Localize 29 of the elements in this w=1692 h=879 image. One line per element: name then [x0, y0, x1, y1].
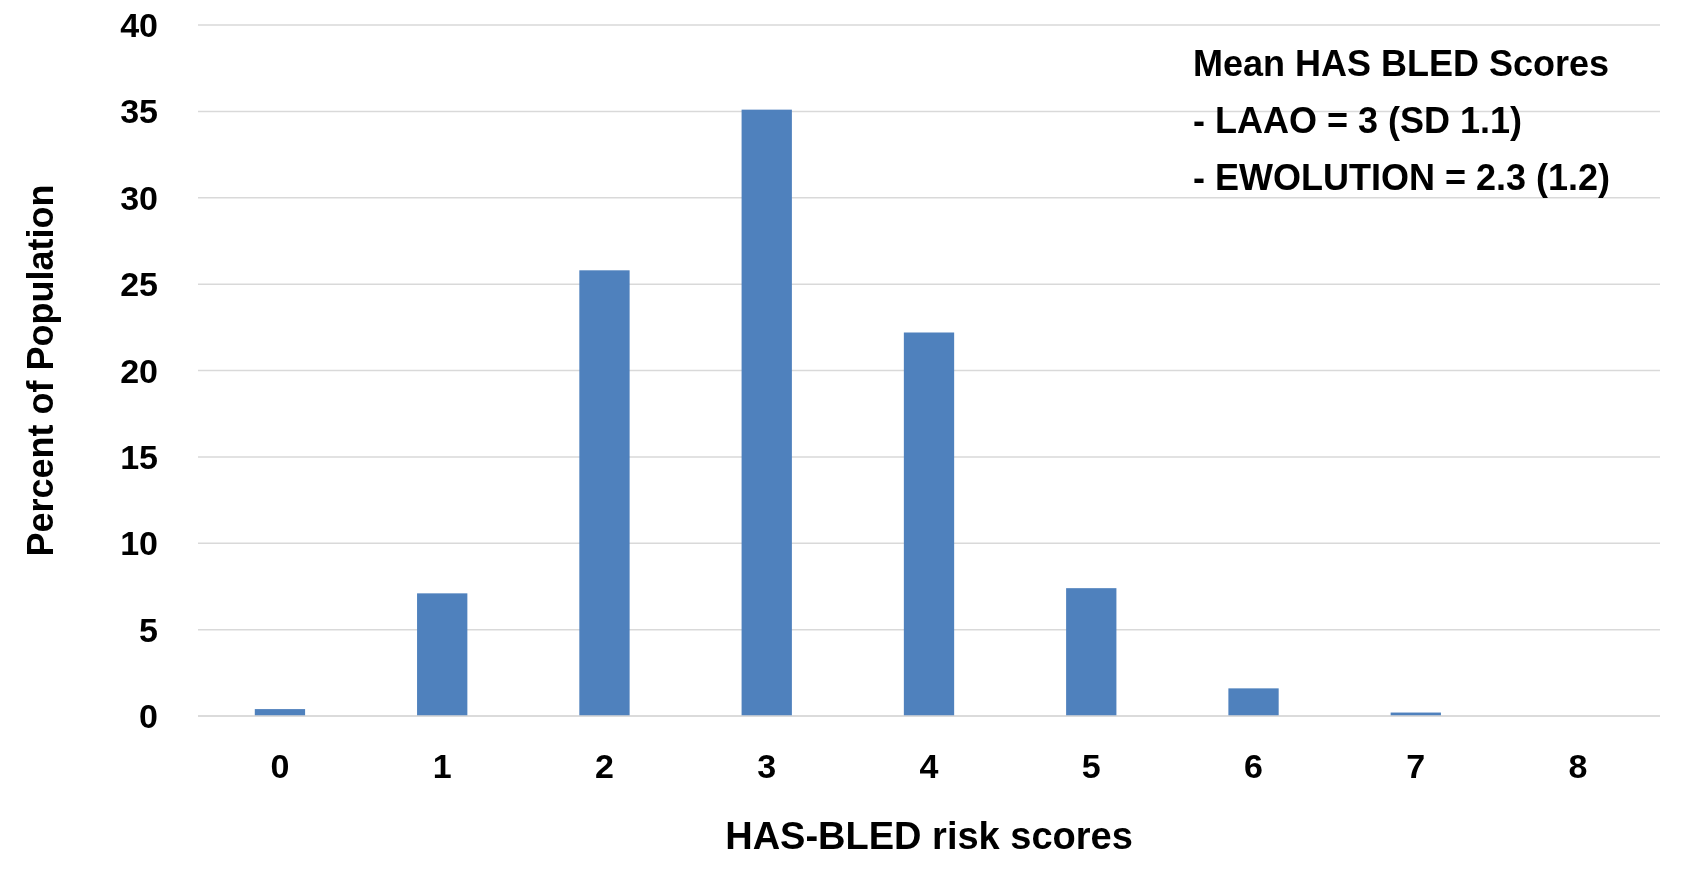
x-tick-label: 8: [1568, 747, 1588, 785]
bar: [1066, 588, 1117, 716]
x-tick-label: 7: [1406, 747, 1426, 785]
y-tick-label: 10: [120, 524, 158, 563]
x-tick-label: 4: [919, 747, 939, 785]
annotation: Mean HAS BLED Scores: [1193, 43, 1610, 84]
x-tick-label: 2: [595, 747, 614, 785]
bar: [579, 270, 630, 716]
y-tick-label: 35: [120, 92, 158, 131]
x-tick-label: 6: [1244, 747, 1263, 785]
x-tick-label: 5: [1081, 747, 1101, 785]
y-tick-label: 20: [120, 351, 158, 390]
y-tick-label: 25: [120, 265, 158, 304]
x-tick-label: 3: [757, 747, 777, 785]
bar: [741, 109, 792, 716]
y-tick-label: 15: [120, 437, 158, 476]
bar: [417, 593, 468, 716]
y-tick-label: 0: [139, 697, 158, 735]
annotation: - EWOLUTION = 2.3 (1.2): [1193, 157, 1611, 198]
x-axis-title: HAS-BLED risk scores: [725, 815, 1133, 857]
annotation: - LAAO = 3 (SD 1.1): [1193, 100, 1523, 141]
y-tick-label: 30: [120, 178, 158, 217]
bar: [903, 332, 955, 716]
bar: [1228, 688, 1279, 716]
x-tick-label: 1: [432, 747, 452, 785]
y-tick-label: 5: [139, 610, 158, 649]
x-tick-label: 0: [270, 747, 290, 785]
y-axis-title: Percent of Population: [20, 184, 61, 557]
y-tick-label: 40: [120, 6, 158, 44]
